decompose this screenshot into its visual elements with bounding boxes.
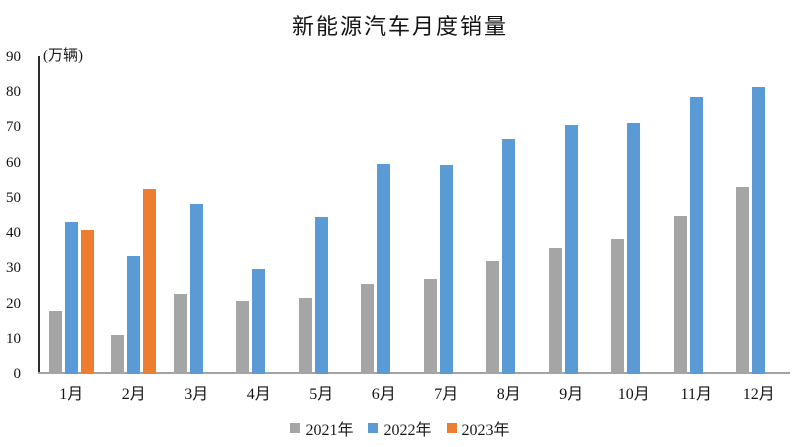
bar bbox=[80, 230, 94, 374]
legend-item: 2023年 bbox=[446, 416, 510, 440]
bar bbox=[423, 278, 437, 374]
bar bbox=[48, 310, 62, 374]
legend-item: 2022年 bbox=[368, 416, 432, 440]
y-tick-label: 10 bbox=[6, 330, 21, 347]
x-tick-label: 5月 bbox=[309, 386, 334, 403]
legend-label: 2023年 bbox=[461, 422, 510, 439]
bar-group bbox=[415, 165, 478, 374]
bar bbox=[236, 301, 250, 374]
x-tick-label: 9月 bbox=[559, 386, 584, 403]
bar bbox=[173, 294, 187, 374]
x-tick-label: 3月 bbox=[184, 386, 209, 403]
x-tick-label: 12月 bbox=[742, 386, 775, 403]
chart-title: 新能源汽车月度销量 bbox=[291, 14, 508, 39]
x-tick-label: 6月 bbox=[371, 386, 396, 403]
legend-item: 2021年 bbox=[290, 416, 353, 440]
y-tick-label: 40 bbox=[6, 225, 21, 242]
y-tick-label: 50 bbox=[6, 189, 21, 206]
bar bbox=[298, 297, 312, 374]
bar bbox=[611, 239, 625, 374]
x-tick-label: 10月 bbox=[617, 386, 650, 403]
bar bbox=[627, 122, 641, 374]
bar-group bbox=[353, 164, 416, 374]
bar-group bbox=[290, 216, 353, 374]
bar-group bbox=[103, 189, 166, 374]
x-tick-label: 7月 bbox=[434, 386, 459, 403]
bar bbox=[439, 165, 453, 374]
bar bbox=[127, 256, 141, 374]
bar bbox=[377, 164, 391, 374]
legend-swatch-icon bbox=[446, 423, 457, 433]
x-axis-line bbox=[38, 372, 790, 374]
bar-group bbox=[478, 139, 541, 374]
x-tick-label: 4月 bbox=[246, 386, 271, 403]
bar bbox=[111, 335, 125, 374]
bar bbox=[361, 283, 375, 374]
bar-group bbox=[540, 124, 603, 374]
legend-label: 2022年 bbox=[383, 422, 432, 439]
bar bbox=[752, 87, 766, 374]
bar bbox=[736, 186, 750, 374]
x-tick-label: 2月 bbox=[121, 386, 146, 403]
bar-group bbox=[665, 97, 728, 374]
bar-group bbox=[165, 203, 228, 374]
bar bbox=[548, 248, 562, 374]
y-axis-unit-label: (万辆) bbox=[43, 48, 83, 64]
x-tick-label: 8月 bbox=[496, 386, 521, 403]
bar bbox=[564, 124, 578, 374]
y-tick-label: 90 bbox=[6, 49, 21, 65]
bar bbox=[64, 222, 78, 374]
bar bbox=[143, 189, 157, 374]
bar-group bbox=[228, 268, 291, 374]
bar-group bbox=[40, 222, 103, 374]
legend-swatch-icon bbox=[368, 423, 379, 433]
legend-label: 2021年 bbox=[305, 422, 354, 439]
bar bbox=[314, 216, 328, 374]
legend-swatch-icon bbox=[290, 423, 301, 433]
bar bbox=[689, 97, 703, 374]
y-tick-label: 30 bbox=[6, 260, 21, 277]
y-axis-line bbox=[38, 56, 40, 374]
x-tick-label: 11月 bbox=[680, 386, 712, 403]
x-tick-label: 1月 bbox=[59, 386, 84, 403]
bar-group bbox=[603, 122, 666, 374]
legend: 2021年 2022年 2023年 bbox=[0, 416, 800, 440]
y-tick-label: 80 bbox=[6, 84, 21, 101]
y-tick-label: 70 bbox=[6, 119, 21, 136]
y-tick-label: 0 bbox=[13, 366, 22, 382]
bar bbox=[252, 268, 266, 374]
y-tick-label: 60 bbox=[6, 154, 21, 171]
bar bbox=[189, 203, 203, 374]
y-tick-label: 20 bbox=[6, 295, 21, 312]
bar-group bbox=[728, 87, 791, 374]
bar bbox=[486, 260, 500, 374]
bar bbox=[502, 139, 516, 374]
bar bbox=[673, 215, 687, 374]
